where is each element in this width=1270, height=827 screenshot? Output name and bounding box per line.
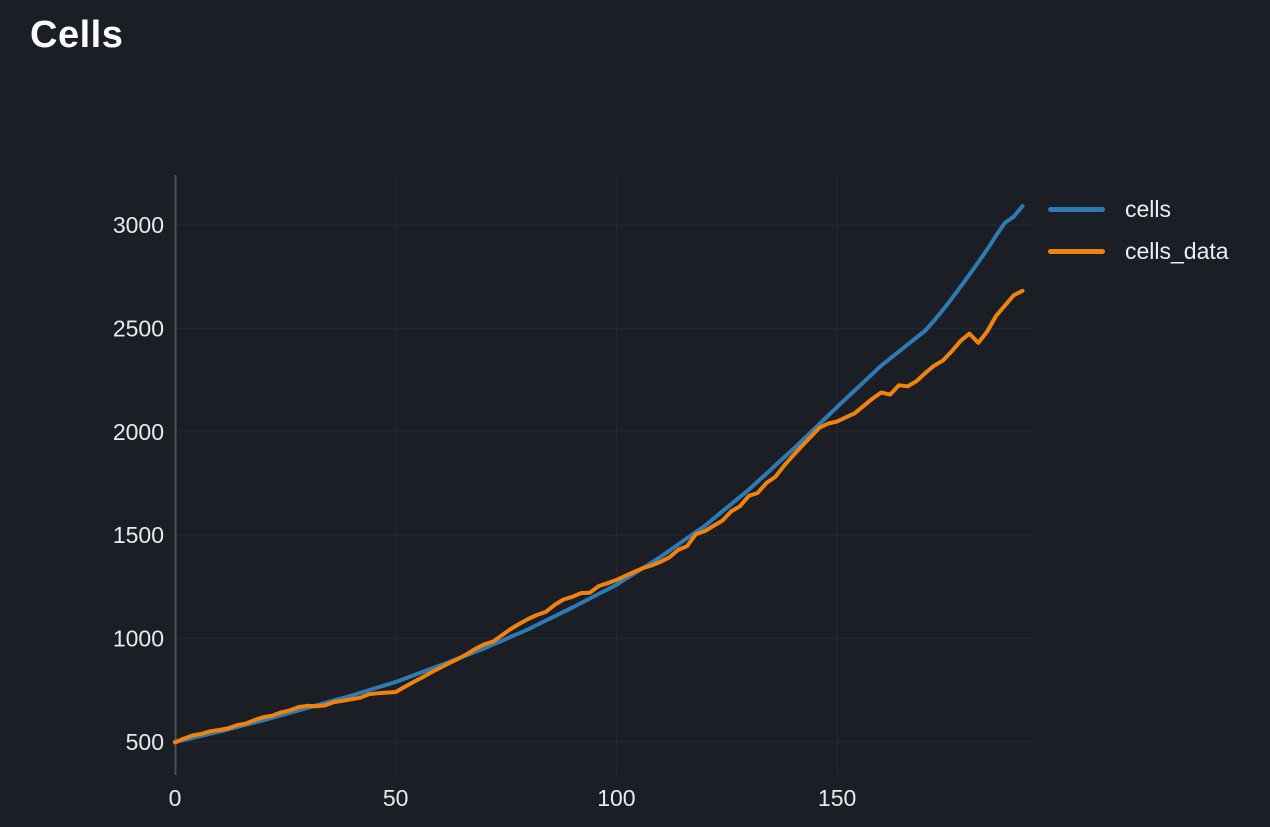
y-tick-label: 1500 (113, 522, 164, 548)
legend-swatch-cells-data (1048, 248, 1105, 254)
x-tick-label: 150 (818, 785, 856, 811)
y-tick-label: 2000 (113, 419, 164, 445)
page-title: Cells (30, 14, 124, 56)
chart-legend: cells cells_data (1048, 195, 1229, 265)
legend-item-cells-data[interactable]: cells_data (1048, 237, 1229, 265)
y-tick-label: 3000 (113, 212, 164, 238)
x-tick-label: 50 (383, 785, 409, 811)
series-line-cells (173, 204, 1025, 744)
series-line-cells_data (173, 288, 1025, 745)
y-tick-label: 1000 (113, 626, 164, 652)
legend-label: cells (1125, 195, 1172, 222)
y-tick-label: 2500 (113, 315, 164, 341)
legend-item-cells[interactable]: cells (1048, 195, 1229, 223)
legend-swatch-cells (1048, 206, 1105, 212)
legend-label: cells_data (1125, 237, 1229, 264)
x-tick-label: 100 (597, 785, 635, 811)
y-tick-label: 500 (126, 729, 164, 755)
x-tick-label: 0 (169, 785, 182, 811)
